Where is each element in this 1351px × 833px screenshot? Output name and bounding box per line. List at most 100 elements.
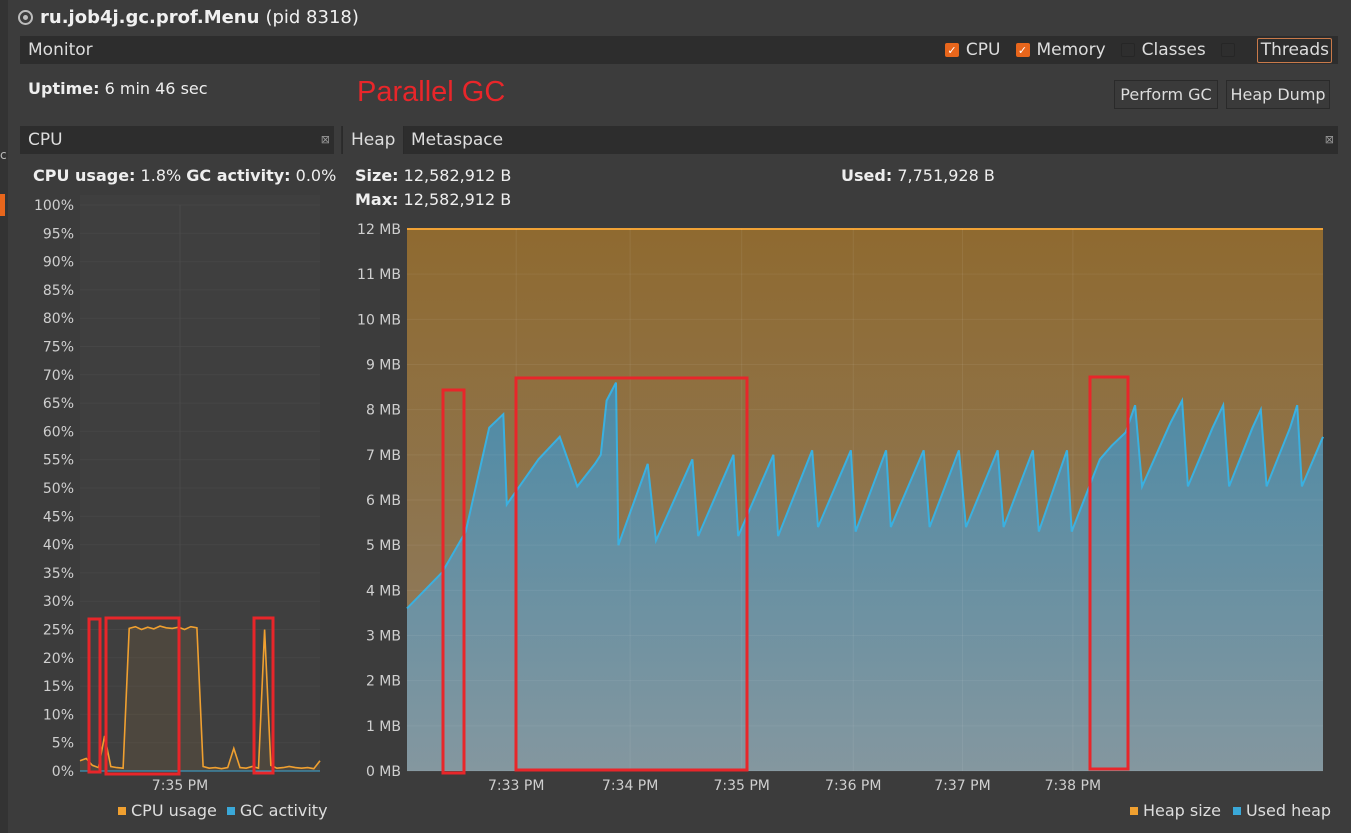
cpu-y-tick-label: 90%: [43, 255, 74, 271]
heap-size-swatch: [1130, 806, 1138, 815]
cpu-panel-header: CPU ⊠: [20, 126, 334, 154]
cpu-y-tick-label: 85%: [43, 283, 74, 299]
heap-x-tick-label: 7:38 PM: [1045, 778, 1101, 794]
heap-y-tick-label: 2 MB: [366, 674, 401, 690]
heap-y-tick-label: 12 MB: [357, 222, 401, 238]
heap-dump-button[interactable]: Heap Dump: [1226, 80, 1330, 109]
heap-used-label: Used:: [841, 166, 893, 185]
cpu-y-tick-label: 5%: [52, 736, 74, 752]
close-icon[interactable]: ⊠: [1324, 133, 1334, 146]
heap-max: Max: 12,582,912 B: [355, 190, 511, 209]
highlight-box: [441, 388, 466, 775]
uptime-value: 6 min 46 sec: [104, 79, 208, 98]
cpu-y-tick-label: 0%: [52, 764, 74, 780]
app-icon: [18, 9, 33, 25]
unchecked-box-icon: [1220, 43, 1235, 57]
legend-gc-activity: GC activity: [239, 801, 328, 820]
cpu-y-tick-label: 80%: [43, 311, 74, 327]
uptime-label: Uptime:: [28, 79, 100, 98]
cpu-x-tick-label: 7:35 PM: [152, 778, 208, 794]
cpu-y-tick-label: 25%: [43, 623, 74, 639]
cpu-y-tick-label: 100%: [34, 198, 74, 214]
cpu-stats: CPU usage: 1.8% GC activity: 0.0%: [33, 166, 336, 185]
cpu-y-tick-label: 20%: [43, 651, 74, 667]
highlight-box: [104, 616, 181, 776]
used-heap-swatch: [1232, 806, 1241, 815]
heap-y-tick-label: 5 MB: [366, 538, 401, 554]
window-title: ru.job4j.gc.prof.Menu (pid 8318): [18, 6, 359, 28]
heap-size: Size: 12,582,912 B: [355, 166, 511, 185]
cpu-y-tick-label: 60%: [43, 424, 74, 440]
cpu-y-tick-label: 55%: [43, 453, 74, 469]
used-heap-area: [407, 382, 1323, 771]
cpu-panel-title: CPU: [28, 130, 63, 150]
threads-checkbox-focus: Threads: [1256, 37, 1332, 63]
heap-max-label: Max:: [355, 190, 399, 209]
gc-activity-value: 0.0%: [295, 166, 337, 185]
window-title-text: ru.job4j.gc.prof.Menu: [40, 6, 260, 28]
highlight-box: [514, 376, 749, 772]
cpu-plot-area: [80, 195, 320, 771]
cpu-y-tick-label: 65%: [43, 396, 74, 412]
heap-y-tick-label: 3 MB: [366, 629, 401, 645]
heap-y-tick-label: 4 MB: [366, 583, 401, 599]
cpu-y-tick-label: 45%: [43, 509, 74, 525]
classes-checkbox-label: Classes: [1141, 40, 1206, 60]
heap-size-label: Size:: [355, 166, 399, 185]
cpu-checkbox-label: CPU: [965, 40, 1001, 60]
classes-checkbox[interactable]: Classes: [1120, 40, 1206, 60]
checkmark-icon: ✓: [944, 43, 959, 57]
heap-x-tick-label: 7:35 PM: [713, 778, 769, 794]
cpu-y-tick-label: 95%: [43, 226, 74, 242]
gc-annotation: Parallel GC: [357, 76, 506, 108]
heap-y-tick-label: 9 MB: [366, 358, 401, 374]
checkmark-icon: ✓: [1015, 43, 1030, 57]
legend-used-heap: Used heap: [1245, 801, 1332, 820]
cpu-usage-swatch: [118, 806, 126, 815]
monitor-label: Monitor: [28, 40, 93, 60]
memory-checkbox[interactable]: ✓ Memory: [1015, 40, 1106, 60]
cpu-y-tick-label: 35%: [43, 566, 74, 582]
cpu-usage-line: [79, 625, 321, 770]
gc-activity-swatch: [226, 806, 235, 815]
uptime: Uptime: 6 min 46 sec: [28, 79, 208, 98]
highlight-box: [87, 617, 102, 774]
cpu-usage-value: 1.8%: [140, 166, 182, 185]
heap-y-tick-label: 8 MB: [366, 403, 401, 419]
gc-activity-label: GC activity:: [186, 166, 291, 185]
window-pid: (pid 8318): [265, 6, 359, 28]
heap-y-tick-label: 1 MB: [366, 719, 401, 735]
heap-y-tick-label: 7 MB: [366, 448, 401, 464]
cpu-y-tick-label: 30%: [43, 594, 74, 610]
unchecked-box-icon: [1120, 43, 1135, 57]
monitor-bar: Monitor ✓ CPU ✓ Memory Classes Threads: [20, 36, 1338, 64]
legend-cpu-usage: CPU usage: [131, 801, 217, 820]
heap-used: Used: 7,751,928 B: [841, 166, 995, 185]
legend-heap-size: Heap size: [1143, 801, 1221, 820]
tab-heap[interactable]: Heap: [342, 126, 405, 154]
heap-x-tick-label: 7:36 PM: [825, 778, 881, 794]
threads-checkbox[interactable]: Threads: [1220, 37, 1332, 63]
cpu-usage-label: CPU usage:: [33, 166, 136, 185]
cpu-checkbox[interactable]: ✓ CPU: [944, 40, 1001, 60]
heap-used-value: 7,751,928 B: [897, 166, 995, 185]
used-heap-line: [406, 382, 1324, 610]
cpu-legend: CPU usage GC activity: [118, 801, 328, 820]
heap-y-tick-label: 10 MB: [357, 312, 401, 328]
heap-y-tick-label: 6 MB: [366, 493, 401, 509]
tab-metaspace[interactable]: Metaspace: [411, 130, 504, 150]
cpu-y-tick-label: 10%: [43, 707, 74, 723]
memory-checkbox-label: Memory: [1036, 40, 1106, 60]
heap-y-tick-label: 0 MB: [366, 764, 401, 780]
sidebar-selection-marker: [0, 194, 5, 216]
threads-checkbox-label: Threads: [1260, 40, 1329, 60]
sidebar-fragment: c: [0, 148, 7, 162]
close-icon[interactable]: ⊠: [320, 133, 330, 146]
cpu-y-tick-label: 75%: [43, 340, 74, 356]
left-sidebar-strip: c: [0, 0, 8, 833]
perform-gc-button[interactable]: Perform GC: [1114, 80, 1218, 109]
highlight-box: [252, 616, 275, 775]
cpu-y-tick-label: 50%: [43, 481, 74, 497]
heap-legend: Heap size Used heap: [1130, 801, 1331, 820]
